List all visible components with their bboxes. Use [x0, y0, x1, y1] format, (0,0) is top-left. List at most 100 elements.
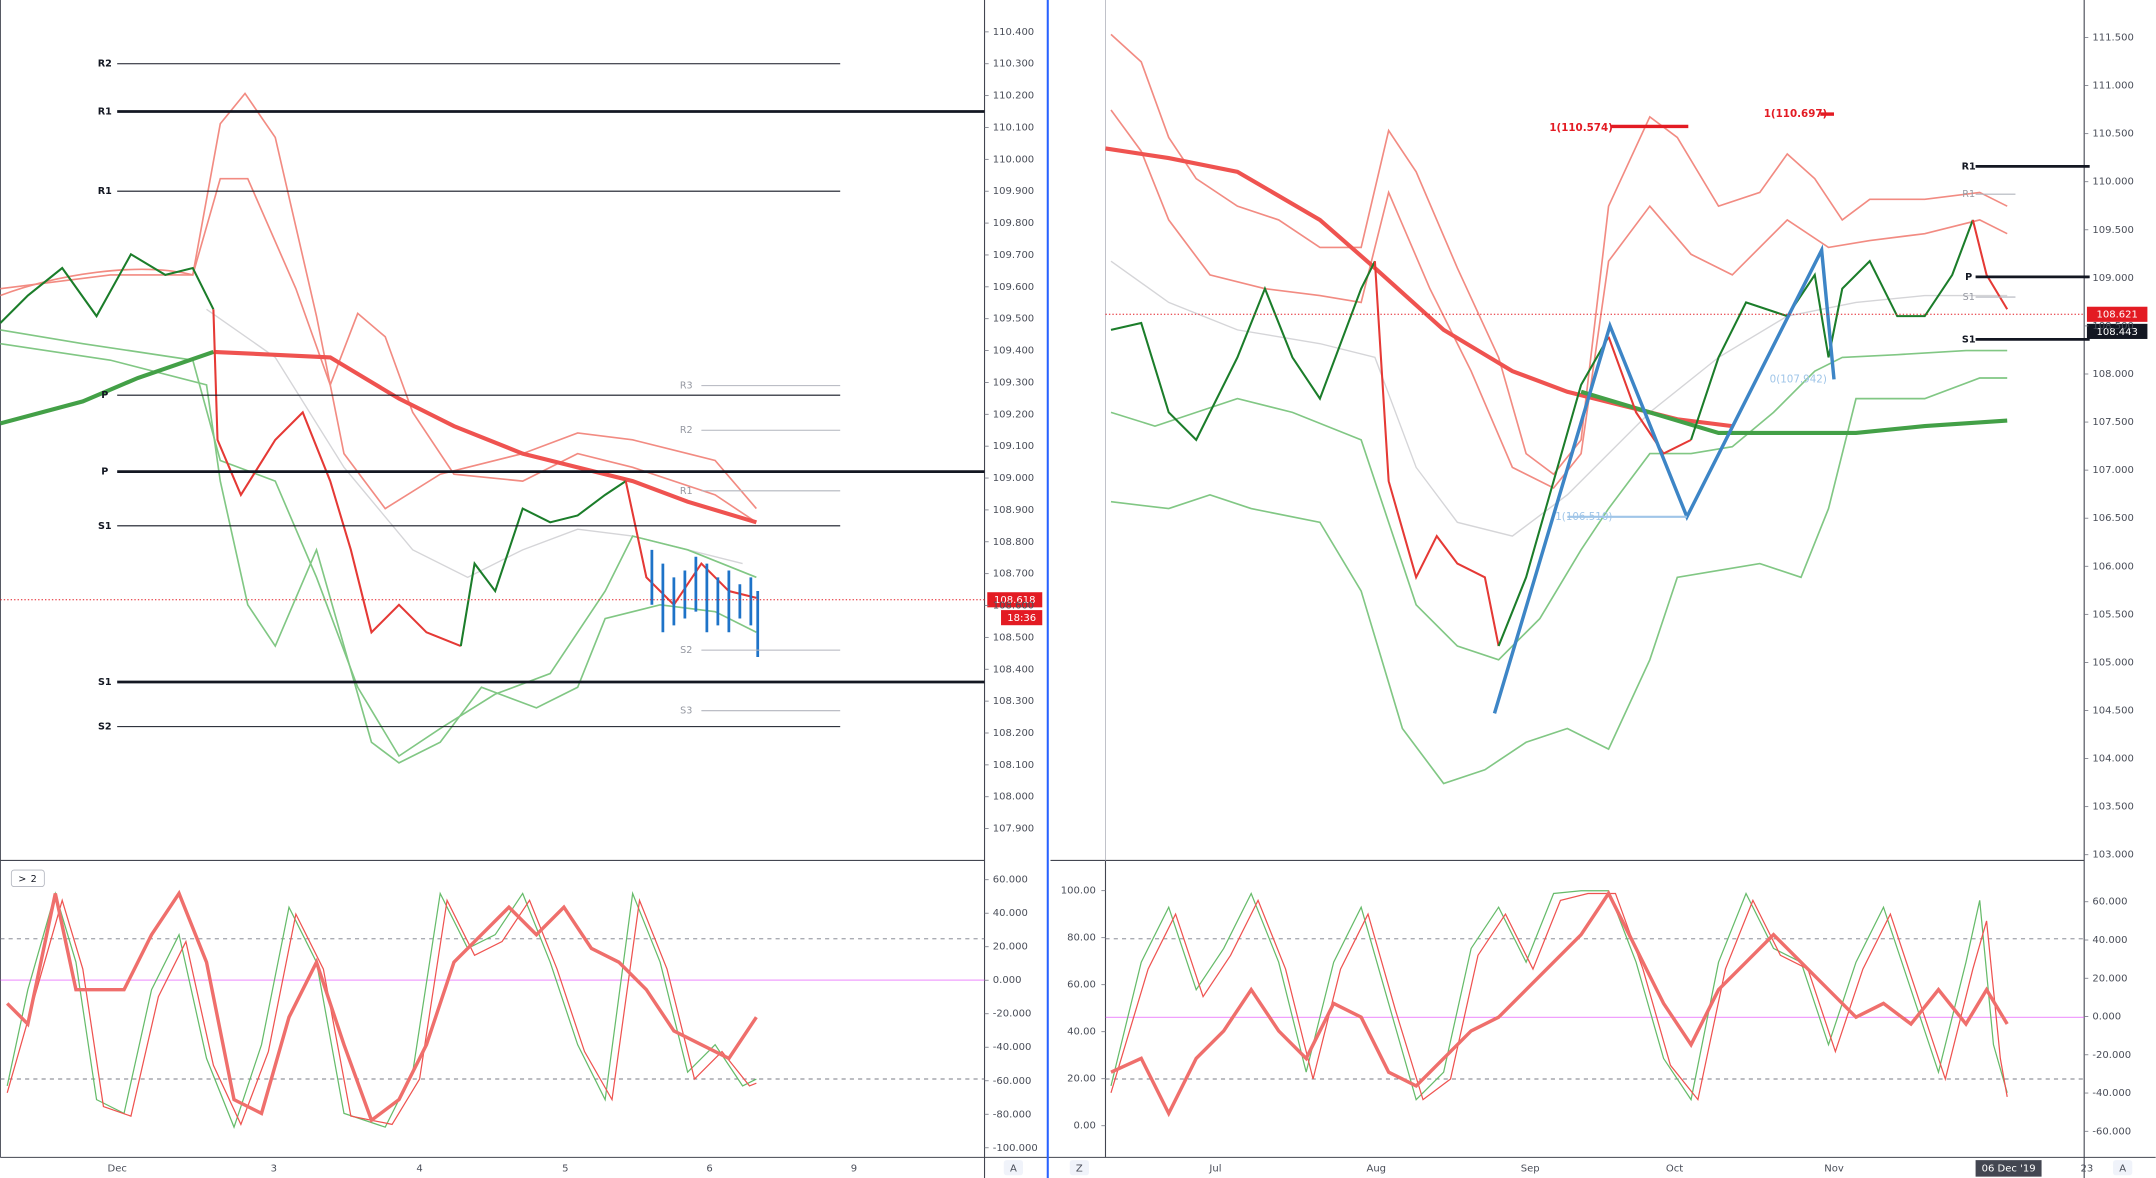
y-tick-label: -40.000 — [993, 1042, 1032, 1053]
y-tick-label: 109.000 — [2092, 273, 2133, 284]
button[interactable] — [1003, 1160, 1024, 1176]
pivot-label: R1 — [1962, 189, 1975, 200]
annotation: 1(106.510) — [1555, 511, 1612, 523]
timer-label: 18:36 — [1007, 613, 1036, 624]
y-tick-label: 60.000 — [2092, 897, 2127, 908]
y-tick-label: 80.00 — [1067, 933, 1096, 944]
y-tick-label: 109.300 — [993, 377, 1034, 388]
y-tick-label: 108.100 — [993, 760, 1034, 771]
y-tick-label: 60.00 — [1067, 980, 1096, 991]
x-tick-label: 06 Dec '19 — [1982, 1163, 2036, 1174]
pivot-label: S1 — [98, 521, 112, 532]
y-tick-label: 105.500 — [2092, 609, 2133, 620]
toggle-arrow: > — [18, 874, 26, 885]
y-tick-label: -80.000 — [993, 1109, 1032, 1120]
y-tick-label: 108.000 — [993, 792, 1034, 803]
pivot-label: R1 — [98, 186, 112, 197]
price-tag-label: 108.443 — [2096, 327, 2137, 338]
annotation: 1(110.697) — [1764, 108, 1827, 120]
y-tick-label: 40.000 — [2092, 935, 2127, 946]
y-tick-label: 109.200 — [993, 409, 1034, 420]
y-tick-label: 109.100 — [993, 441, 1034, 452]
y-tick-label: 105.000 — [2092, 657, 2133, 668]
y-tick-label: 109.800 — [993, 218, 1034, 229]
y-tick-label: 20.00 — [1067, 1074, 1096, 1085]
pivot-label: S1 — [1962, 334, 1976, 345]
y-tick-label: 104.500 — [2092, 705, 2133, 716]
pivot-label: S2 — [98, 722, 112, 733]
button[interactable] — [1069, 1160, 1089, 1176]
y-tick-label: 109.000 — [993, 473, 1034, 484]
y-tick-label: 107.500 — [2092, 417, 2133, 428]
y-tick-label: 20.000 — [993, 942, 1028, 953]
x-tick-label: 6 — [706, 1163, 712, 1174]
y-tick-label: 109.600 — [993, 282, 1034, 293]
y-tick-label: 0.000 — [993, 975, 1022, 986]
pivot-label: R1 — [98, 107, 112, 118]
y-tick-label: 110.000 — [993, 154, 1034, 165]
pivot-label: P — [101, 467, 108, 478]
y-tick-label: 107.900 — [993, 824, 1034, 835]
y-tick-label: 109.400 — [993, 346, 1034, 357]
y-tick-label: -40.000 — [2092, 1088, 2131, 1099]
x-tick-label: 4 — [416, 1163, 422, 1174]
price-tag-label: 108.618 — [994, 595, 1035, 606]
y-tick-label: 109.900 — [993, 186, 1034, 197]
y-tick-label: 110.100 — [993, 122, 1034, 133]
y-tick-label: 109.500 — [2092, 225, 2133, 236]
y-tick-label: -20.000 — [2092, 1050, 2131, 1061]
auto-scale[interactable]: A — [1010, 1163, 1017, 1174]
y-tick-label: 108.500 — [2092, 321, 2133, 332]
price-tag — [2086, 306, 2148, 322]
y-tick-label: 103.000 — [2092, 850, 2133, 861]
y-tick-label: 110.400 — [993, 27, 1034, 38]
x-tick-label: Jul — [1208, 1163, 1221, 1174]
x-tick-label: Dec — [107, 1163, 126, 1174]
pivot-label: R2 — [680, 425, 693, 436]
y-tick-label: 108.300 — [993, 696, 1034, 707]
y-tick-label: 109.700 — [993, 250, 1034, 261]
y-tick-label: 108.700 — [993, 569, 1034, 580]
y-tick-label: 108.900 — [993, 505, 1034, 516]
zoom[interactable]: Z — [1076, 1163, 1083, 1174]
pivot-label: S1 — [1963, 292, 1975, 303]
y-tick-label: 108.800 — [993, 537, 1034, 548]
y-tick-label: 0.000 — [2092, 1012, 2121, 1023]
y-tick-label: 110.500 — [2092, 129, 2133, 140]
y-tick-label: 108.200 — [993, 728, 1034, 739]
pivot-label: S3 — [680, 706, 692, 717]
y-tick-label: 20.000 — [2092, 973, 2127, 984]
pivot-label: R1 — [680, 486, 693, 497]
pivot-label: R2 — [98, 59, 112, 70]
crosshair-date-tag — [1975, 1160, 2042, 1177]
y-tick-label: 110.300 — [993, 59, 1034, 70]
y-tick-label: 107.000 — [2092, 465, 2133, 476]
pivot-label: P — [1965, 272, 1972, 283]
y-tick-label: 60.000 — [993, 875, 1028, 886]
x-tick-label: 3 — [271, 1163, 277, 1174]
price-tag — [987, 592, 1043, 608]
indicator-toggle[interactable] — [10, 869, 45, 888]
button[interactable] — [2113, 1160, 2133, 1176]
y-tick-label: 108.400 — [993, 664, 1034, 675]
left-indicators — [0, 92, 760, 764]
price-tag — [2086, 323, 2148, 339]
y-tick-label: 103.500 — [2092, 802, 2133, 813]
y-tick-label: 110.000 — [2092, 177, 2133, 188]
y-tick-label: 40.000 — [993, 908, 1028, 919]
price-tag-label: 108.621 — [2096, 310, 2137, 321]
x-tick-label: Oct — [1666, 1163, 1683, 1174]
x-tick-label: Sep — [1521, 1163, 1540, 1174]
pivot-label: R1 — [1962, 161, 1976, 172]
y-tick-label: 100.00 — [1061, 886, 1096, 897]
pivot-label: S2 — [680, 645, 692, 656]
y-tick-label: 108.000 — [2092, 369, 2133, 380]
right-indicators — [1105, 33, 2009, 785]
auto-scale[interactable]: A — [2119, 1163, 2126, 1174]
indicator-count: 2 — [31, 874, 37, 885]
y-tick-label: 111.000 — [2092, 81, 2133, 92]
y-tick-label: 108.500 — [993, 632, 1034, 643]
y-tick-label: -60.000 — [2092, 1126, 2131, 1137]
